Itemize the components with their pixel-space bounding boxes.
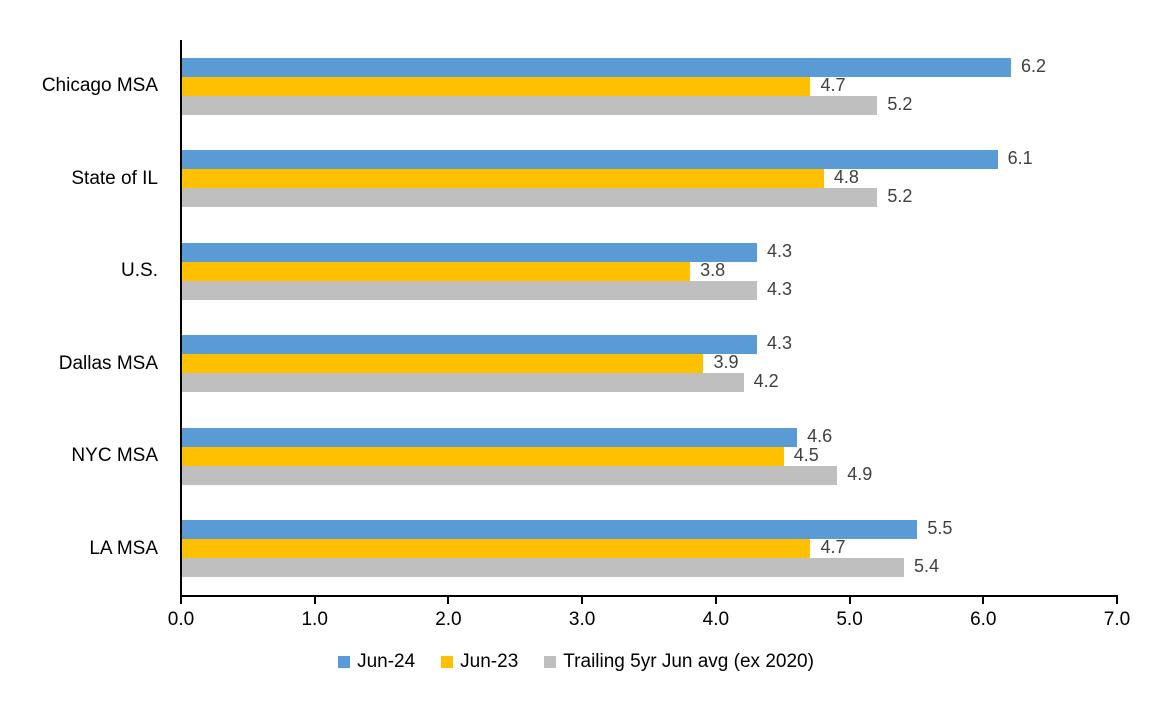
- bar-jun-24-nyc-msa: [182, 427, 798, 447]
- bar-jun-23-dallas-msa: [182, 354, 704, 374]
- x-axis-tick: [1116, 597, 1118, 604]
- bar-value-label: 4.8: [833, 167, 859, 188]
- legend-item-trailing-5yr-jun-avg-ex-2020: Trailing 5yr Jun avg (ex 2020): [544, 651, 814, 673]
- x-axis-tick-label: 6.0: [970, 609, 997, 630]
- x-axis-tick-label: 1.0: [301, 609, 328, 630]
- bar-value-label: 3.9: [713, 352, 739, 373]
- bar-jun-23-state-of-il: [182, 169, 824, 189]
- x-axis-tick: [447, 597, 450, 604]
- bar-value-label: 4.5: [793, 444, 819, 465]
- bar-value-label: 5.5: [927, 518, 953, 539]
- bar-trailing-5yr-jun-avg-ex-2020-la-msa: [182, 558, 905, 578]
- x-axis-tick: [180, 597, 182, 604]
- category-label-chicago-msa: Chicago MSA: [41, 75, 158, 97]
- bar-value-label: 4.3: [766, 240, 792, 261]
- bar-jun-23-chicago-msa: [182, 76, 811, 96]
- x-axis-tick: [581, 597, 584, 604]
- legend-label: Trailing 5yr Jun avg (ex 2020): [563, 651, 814, 672]
- bar-trailing-5yr-jun-avg-ex-2020-chicago-msa: [182, 95, 878, 115]
- bar-trailing-5yr-jun-avg-ex-2020-dallas-msa: [182, 373, 744, 393]
- bar-trailing-5yr-jun-avg-ex-2020-nyc-msa: [182, 465, 838, 485]
- legend-swatch-icon: [441, 656, 454, 668]
- bar-jun-24-u-s: [182, 242, 757, 262]
- chart-legend: Jun-24 Jun-23 Trailing 5yr Jun avg (ex 202…: [0, 651, 1152, 673]
- bar-value-label: 4.3: [766, 278, 792, 299]
- category-label-nyc-msa: NYC MSA: [71, 445, 158, 467]
- category-label-la-msa: LA MSA: [89, 537, 158, 559]
- legend-label: Jun-23: [460, 651, 519, 672]
- x-axis-tick-label: 2.0: [435, 609, 462, 630]
- bar-value-label: 5.2: [887, 93, 913, 114]
- x-axis-tick-label: 7.0: [1103, 609, 1131, 630]
- x-axis-tick: [982, 597, 985, 604]
- category-label-u-s: U.S.: [121, 260, 158, 282]
- category-label-dallas-msa: Dallas MSA: [58, 352, 158, 374]
- legend-swatch-icon: [544, 656, 557, 668]
- bar-trailing-5yr-jun-avg-ex-2020-u-s: [182, 280, 757, 300]
- bar-value-label: 4.6: [807, 425, 833, 446]
- x-axis-tick-label: 0.0: [167, 609, 195, 630]
- bar-jun-24-chicago-msa: [182, 57, 1012, 77]
- bar-jun-24-la-msa: [182, 520, 918, 540]
- bar-jun-24-state-of-il: [182, 150, 998, 170]
- x-axis: [180, 595, 1118, 597]
- bar-value-label: 6.1: [1007, 148, 1033, 169]
- category-label-state-of-il: State of IL: [71, 167, 158, 189]
- bar-value-label: 4.2: [753, 371, 779, 392]
- x-axis-tick-label: 5.0: [836, 609, 863, 630]
- bar-value-label: 4.3: [766, 333, 792, 354]
- bar-jun-24-dallas-msa: [182, 335, 757, 355]
- legend-item-jun-24: Jun-24: [338, 651, 415, 673]
- legend-label: Jun-24: [357, 651, 416, 672]
- x-axis-tick: [848, 597, 851, 604]
- legend-item-jun-23: Jun-23: [441, 651, 518, 673]
- x-axis-tick-label: 3.0: [568, 609, 596, 630]
- bar-value-label: 4.7: [820, 537, 846, 558]
- x-axis-tick-label: 4.0: [702, 609, 730, 630]
- bar-value-label: 5.2: [887, 186, 913, 207]
- bar-value-label: 4.7: [820, 74, 846, 95]
- bar-trailing-5yr-jun-avg-ex-2020-state-of-il: [182, 188, 878, 208]
- bar-jun-23-la-msa: [182, 539, 811, 559]
- bar-jun-23-u-s: [182, 261, 691, 281]
- bar-value-label: 3.8: [700, 259, 726, 280]
- y-axis: [180, 40, 182, 597]
- bar-value-label: 6.2: [1021, 55, 1047, 76]
- bar-value-label: 5.4: [914, 556, 940, 577]
- x-axis-tick: [313, 597, 316, 604]
- bar-jun-23-nyc-msa: [182, 446, 784, 466]
- legend-swatch-icon: [338, 656, 351, 668]
- x-axis-tick: [714, 597, 717, 604]
- bar-value-label: 4.9: [847, 463, 873, 484]
